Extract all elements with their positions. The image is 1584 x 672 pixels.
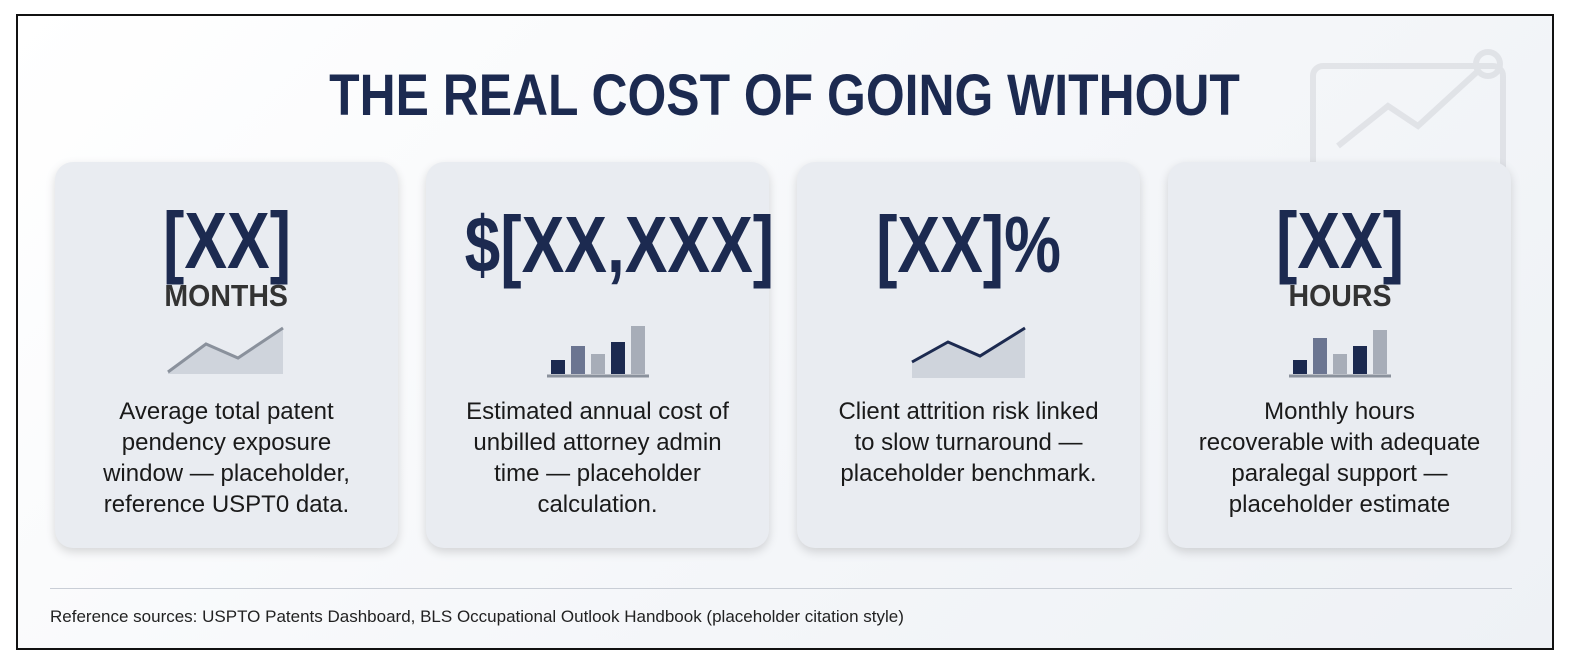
desc-line: to slow turnaround —: [797, 427, 1140, 458]
stat-description: Monthly hours recoverable with adequate …: [1168, 396, 1511, 520]
line-icon: [156, 322, 296, 382]
bar-icon: [1269, 322, 1409, 382]
desc-line: Estimated annual cost of: [426, 396, 769, 427]
stat-value: [XX]%: [797, 200, 1140, 290]
stat-unit: MONTHS: [55, 278, 398, 314]
infographic: THE REAL COST OF GOING WITHOUT [XX] MONT…: [16, 14, 1554, 650]
line-icon: [898, 322, 1038, 382]
stat-unit-text: MONTHS: [165, 278, 289, 314]
stat-value-text: [XX]: [1276, 196, 1404, 286]
title: THE REAL COST OF GOING WITHOUT: [18, 62, 1552, 129]
stat-description: Average total patent pendency exposure w…: [55, 396, 398, 520]
stat-description: Client attrition risk linked to slow tur…: [797, 396, 1140, 489]
stat-value-text: [XX]%: [876, 200, 1061, 290]
source-note: Reference sources: USPTO Patents Dashboa…: [50, 607, 904, 627]
desc-line: unbilled attorney admin: [426, 427, 769, 458]
divider: [50, 588, 1512, 589]
stat-card: [XX]% Client attrition risk linked to sl…: [797, 162, 1140, 548]
desc-line: recoverable with adequate: [1168, 427, 1511, 458]
stat-value: [XX]: [55, 196, 398, 286]
desc-line: time — placeholder: [426, 458, 769, 489]
stat-unit-text: HOURS: [1288, 278, 1391, 314]
title-text: THE REAL COST OF GOING WITHOUT: [330, 62, 1241, 129]
stat-card: [XX] MONTHS Average total patent pendenc…: [55, 162, 398, 548]
desc-line: paralegal support —: [1168, 458, 1511, 489]
stat-value: [XX]: [1168, 196, 1511, 286]
desc-line: placeholder estimate: [1168, 489, 1511, 520]
stat-description: Estimated annual cost of unbilled attorn…: [426, 396, 769, 520]
desc-line: Monthly hours: [1168, 396, 1511, 427]
desc-line: calculation.: [426, 489, 769, 520]
desc-line: pendency exposure: [55, 427, 398, 458]
desc-line: reference USPT0 data.: [55, 489, 398, 520]
stat-card: [XX] HOURS Monthly hours recoverable wit…: [1168, 162, 1511, 548]
stat-card: $[XX,XXX] Estimated annual cost of unbil…: [426, 162, 769, 548]
stat-value-text: $[XX,XXX]: [465, 200, 774, 290]
stat-value: $[XX,XXX]: [426, 200, 769, 290]
bar-icon: [527, 322, 667, 382]
desc-line: Average total patent: [55, 396, 398, 427]
desc-line: Client attrition risk linked: [797, 396, 1140, 427]
desc-line: window — placeholder,: [55, 458, 398, 489]
stat-value-text: [XX]: [163, 196, 291, 286]
desc-line: placeholder benchmark.: [797, 458, 1140, 489]
stat-unit: HOURS: [1168, 278, 1511, 314]
